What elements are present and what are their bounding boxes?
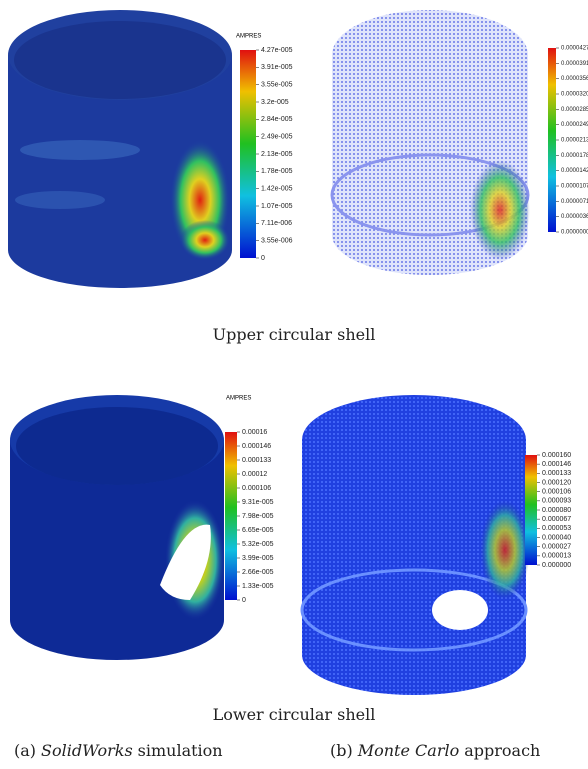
colorbar-label: 2.66e-005 bbox=[242, 569, 274, 576]
colorbar-label: 3.99e-005 bbox=[242, 555, 274, 562]
colorbar-label: 0.0000036 bbox=[561, 214, 588, 220]
caption-label: (b) bbox=[330, 741, 353, 760]
colorbar-label: 2.84e-005 bbox=[261, 116, 293, 123]
colorbar-label: 0.000133 bbox=[542, 470, 571, 477]
colorbar-label: 0.0000071 bbox=[561, 199, 588, 205]
colorbar-label: 0.000000 bbox=[542, 562, 571, 569]
colorbar-label: 0.0000213 bbox=[561, 138, 588, 144]
colorbar-label: 0.0000391 bbox=[561, 61, 588, 67]
colorbar-label: 0.000133 bbox=[242, 457, 271, 464]
row-caption: Upper circular shell bbox=[213, 325, 376, 344]
colorbar-label: 0.000013 bbox=[542, 553, 571, 560]
colorbar-label: 0.0000249 bbox=[561, 122, 588, 128]
colorbar-label: 3.55e-005 bbox=[261, 82, 293, 89]
colorbar-label: 0.000146 bbox=[242, 443, 271, 450]
colorbar-label: 0.000106 bbox=[542, 489, 571, 496]
colorbar-label: 0.000027 bbox=[542, 544, 571, 551]
colorbar-scale bbox=[225, 432, 237, 600]
caption-method: Monte Carlo bbox=[357, 741, 459, 760]
colorbar-label: 0.000120 bbox=[542, 479, 571, 486]
colorbar-label: 0.0000178 bbox=[561, 153, 588, 159]
cylinder-render bbox=[330, 10, 530, 275]
colorbar-label: 1.07e-005 bbox=[261, 203, 293, 210]
colorbar-scale bbox=[240, 50, 256, 258]
cylinder-render bbox=[300, 395, 530, 695]
colorbar-label: 7.98e-005 bbox=[242, 513, 274, 520]
colorbar-scale bbox=[525, 455, 537, 565]
cylinder-render bbox=[10, 395, 225, 660]
colorbar-label: 0.0000427 bbox=[561, 46, 588, 52]
colorbar-scale bbox=[548, 48, 556, 232]
colorbar-title: AMPRES bbox=[226, 396, 251, 402]
colorbar-label: 3.2e-005 bbox=[261, 99, 289, 106]
colorbar: AMPRES 4.27e-005 3.91e-005 3.55e-005 3.2e-00… bbox=[236, 34, 293, 262]
colorbar-label: 0.0000320 bbox=[561, 92, 588, 98]
colorbar-label: 6.65e-005 bbox=[242, 527, 274, 534]
colorbar-label: 1.78e-005 bbox=[261, 168, 293, 175]
colorbar: 0.000160 0.000146 0.000133 0.000120 0.000106… bbox=[525, 452, 571, 569]
colorbar-label: 0 bbox=[261, 255, 265, 262]
colorbar-label: 0.000160 bbox=[542, 452, 571, 459]
caption-rest: approach bbox=[464, 741, 540, 760]
colorbar-label: 0.000053 bbox=[542, 525, 571, 532]
caption-method: SolidWorks bbox=[41, 741, 133, 760]
colorbar-label: 0 bbox=[242, 597, 246, 604]
colorbar-label: 7.11e-006 bbox=[261, 220, 292, 227]
colorbar-label: 0.000106 bbox=[242, 485, 271, 492]
colorbar-label: 1.42e-005 bbox=[261, 186, 293, 193]
colorbar-label: 2.49e-005 bbox=[261, 134, 293, 141]
colorbar-label: 0.0000285 bbox=[561, 107, 588, 113]
colorbar-label: 0.00016 bbox=[242, 429, 267, 436]
colorbar: AMPRES 0.00016 0.000146 0.000133 0.00012 0.00… bbox=[225, 396, 274, 604]
colorbar-label: 0.000040 bbox=[542, 534, 571, 541]
colorbar-title: AMPRES bbox=[236, 34, 261, 40]
colorbar-label: 2.13e-005 bbox=[261, 151, 293, 158]
colorbar-label: 3.55e-006 bbox=[261, 238, 293, 245]
colorbar-label: 0.0000356 bbox=[561, 76, 588, 82]
colorbar-label: 4.27e-005 bbox=[261, 47, 293, 54]
colorbar-label: 5.32e-005 bbox=[242, 541, 274, 548]
colorbar-label: 0.0000107 bbox=[561, 184, 588, 190]
row-caption: Lower circular shell bbox=[213, 705, 376, 724]
colorbar-label: 0.0000000 bbox=[561, 230, 588, 236]
caption-label: (a) bbox=[14, 741, 36, 760]
column-caption: (b) Monte Carlo approach bbox=[330, 741, 540, 760]
colorbar: 0.0000427 0.0000391 0.0000356 0.0000320 0.00… bbox=[548, 46, 588, 236]
colorbar-label: 0.0000142 bbox=[561, 168, 588, 174]
colorbar-label: 3.91e-005 bbox=[261, 64, 293, 71]
column-caption: (a) SolidWorks simulation bbox=[14, 741, 223, 760]
caption-rest: simulation bbox=[138, 741, 223, 760]
colorbar-label: 1.33e-005 bbox=[242, 583, 274, 590]
colorbar-label: 0.000093 bbox=[542, 498, 571, 505]
colorbar-label: 0.00012 bbox=[242, 471, 267, 478]
colorbar-label: 0.000080 bbox=[542, 507, 571, 514]
cylinder-render bbox=[8, 10, 232, 288]
colorbar-label: 0.000146 bbox=[542, 461, 571, 468]
colorbar-label: 9.31e-005 bbox=[242, 499, 274, 506]
colorbar-label: 0.000067 bbox=[542, 516, 571, 523]
